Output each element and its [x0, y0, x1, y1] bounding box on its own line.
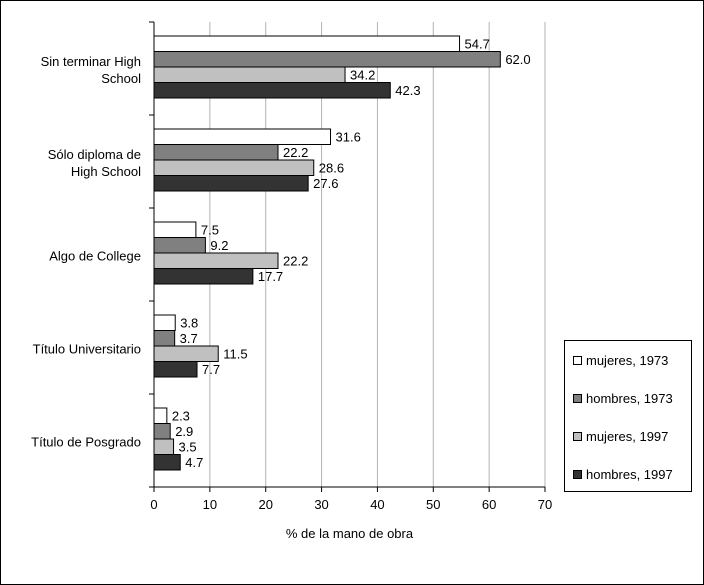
- legend-swatch: [573, 393, 582, 403]
- legend-label: hombres, 1997: [586, 466, 673, 482]
- bar: [153, 454, 181, 471]
- data-label: 17.7: [258, 269, 283, 284]
- category-label: School: [101, 71, 141, 86]
- legend-label: mujeres, 1973: [586, 352, 669, 368]
- data-label: 9.2: [210, 238, 228, 253]
- bar: [153, 361, 198, 378]
- category-label: High School: [71, 164, 141, 179]
- x-tick-label: 0: [150, 497, 157, 512]
- bar: [153, 252, 279, 269]
- data-label: 22.2: [283, 253, 308, 268]
- data-label: 62.0: [505, 52, 530, 67]
- data-label: 31.6: [336, 129, 361, 144]
- legend-item: hombres, 1997: [573, 466, 673, 482]
- data-label: 7.5: [201, 222, 219, 237]
- category-label: Título Universitario: [33, 342, 141, 357]
- bar: [153, 407, 168, 424]
- data-label: 4.7: [185, 455, 203, 470]
- bar: [153, 128, 332, 145]
- category-label: Sólo diploma de: [48, 147, 141, 162]
- bar: [153, 175, 309, 192]
- bar: [153, 268, 254, 285]
- bar: [153, 314, 176, 331]
- data-label: 42.3: [395, 83, 420, 98]
- data-label: 54.7: [465, 36, 490, 51]
- x-tick-label: 10: [203, 497, 217, 512]
- x-tick-label: 50: [426, 497, 440, 512]
- data-label: 3.7: [180, 331, 198, 346]
- data-label: 11.5: [223, 346, 247, 361]
- legend-item: hombres, 1973: [573, 390, 673, 406]
- x-tick-label: 40: [370, 497, 384, 512]
- category-label: Sin terminar High: [41, 54, 141, 69]
- data-label: 22.2: [283, 145, 308, 160]
- data-label: 28.6: [319, 160, 344, 175]
- bar: [153, 159, 315, 176]
- data-label: 34.2: [350, 67, 375, 82]
- category-label: Título de Posgrado: [31, 435, 141, 450]
- category-label: Algo de College: [49, 249, 141, 264]
- bar: [153, 51, 501, 68]
- data-label: 27.6: [313, 176, 338, 191]
- x-tick-label: 60: [482, 497, 496, 512]
- legend-label: hombres, 1973: [586, 390, 673, 406]
- legend-item: mujeres, 1973: [573, 352, 668, 368]
- data-label: 2.3: [172, 408, 190, 423]
- bar: [153, 345, 219, 362]
- bar: [153, 82, 391, 99]
- legend-swatch: [573, 469, 582, 479]
- data-label: 7.7: [202, 362, 220, 377]
- bar: [153, 35, 461, 52]
- legend-swatch: [573, 431, 582, 441]
- legend: mujeres, 1973 hombres, 1973 mujeres, 1997 h…: [564, 340, 692, 492]
- x-tick-label: 20: [258, 497, 272, 512]
- data-label: 3.5: [179, 439, 197, 454]
- x-axis-title: % de la mano de obra: [286, 526, 414, 541]
- legend-label: mujeres, 1997: [586, 428, 669, 444]
- bar: [153, 144, 279, 161]
- legend-item: mujeres, 1997: [573, 428, 668, 444]
- legend-swatch: [573, 355, 582, 365]
- data-label: 3.8: [180, 315, 198, 330]
- bar: [153, 237, 206, 254]
- x-tick-label: 70: [538, 497, 552, 512]
- bar: [153, 221, 197, 238]
- bar: [153, 438, 175, 455]
- bar: [153, 423, 171, 440]
- bar: [153, 66, 346, 83]
- bar: [153, 330, 176, 347]
- x-tick-label: 30: [314, 497, 328, 512]
- data-label: 2.9: [175, 424, 193, 439]
